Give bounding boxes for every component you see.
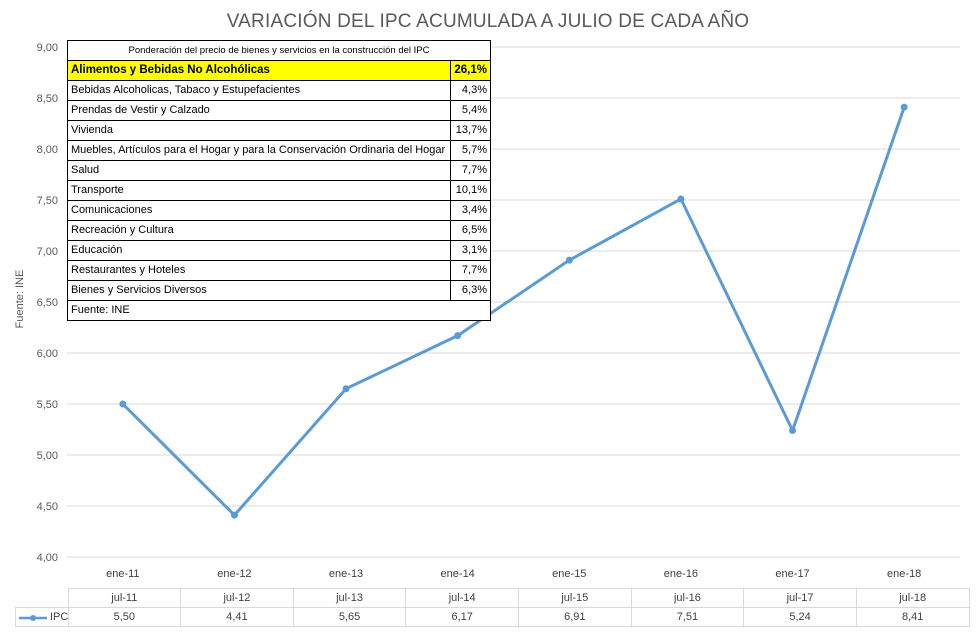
- x-tick-label: ene-16: [664, 568, 698, 580]
- x-tick-label: ene-13: [329, 568, 363, 580]
- weights-percentage: 26,1%: [450, 60, 491, 81]
- weights-percentage: 10,1%: [450, 180, 491, 201]
- weights-category: Restaurantes y Hoteles: [67, 260, 451, 281]
- weights-row: Recreación y Cultura 6,5%: [67, 220, 491, 241]
- weights-percentage: 7,7%: [450, 160, 491, 181]
- weights-percentage: 5,7%: [450, 140, 491, 161]
- weights-category: Salud: [67, 160, 451, 181]
- data-point: [342, 385, 350, 393]
- weights-row: Restaurantes y Hoteles 7,7%: [67, 260, 491, 281]
- weights-category: Alimentos y Bebidas No Alcohólicas: [67, 60, 451, 81]
- data-table-value: 6,91: [518, 607, 632, 627]
- data-table-header-row: jul-11 jul-12 jul-13 jul-14 jul-15 jul-16 jul-…: [15, 588, 970, 608]
- weights-row: Salud 7,7%: [67, 160, 491, 181]
- legend-label: IPC: [50, 611, 69, 623]
- legend-entry-ipc: IPC: [15, 607, 69, 627]
- data-table-category: jul-18: [855, 588, 970, 608]
- weights-row: Muebles, Artículos para el Hogar y para …: [67, 140, 491, 161]
- weights-percentage: 6,3%: [450, 280, 491, 301]
- data-table-value: 5,50: [67, 607, 182, 627]
- weights-category: Prendas de Vestir y Calzado: [67, 100, 451, 121]
- x-tick-label: ene-17: [775, 568, 809, 580]
- x-tick-label: ene-11: [106, 568, 139, 580]
- data-table-category: jul-14: [405, 588, 519, 608]
- x-tick-label: ene-12: [217, 568, 251, 580]
- data-point: [230, 511, 238, 519]
- data-table: jul-11 jul-12 jul-13 jul-14 jul-15 jul-16 jul-…: [15, 588, 970, 627]
- data-point: [565, 256, 573, 264]
- gridlines: [67, 46, 960, 558]
- weights-category: Comunicaciones: [67, 200, 451, 221]
- data-point: [789, 427, 797, 435]
- weights-row: Comunicaciones 3,4%: [67, 200, 491, 221]
- data-table-category: jul-16: [630, 588, 745, 608]
- data-table-value: 5,65: [292, 607, 407, 627]
- weights-percentage: 3,4%: [450, 200, 491, 221]
- y-axis-label: Fuente: INE: [14, 269, 26, 329]
- weights-caption: Ponderación del precio de bienes y servi…: [67, 40, 491, 61]
- x-axis-ticks: ene-11 ene-12 ene-13 ene-14 ene-15 ene-16 ene-…: [106, 568, 921, 580]
- y-tick-label: 5,00: [37, 450, 58, 462]
- data-table-category: jul-11: [67, 588, 182, 608]
- weights-category: Recreación y Cultura: [67, 220, 451, 241]
- y-axis-ticks: 9,00 8,50 8,00 7,50 7,00 6,50 6,00 5,50 5,00 4,50…: [37, 42, 58, 564]
- chart-title: VARIACIÓN DEL IPC ACUMULADA A JULIO DE C…: [226, 11, 750, 32]
- weights-footer-row: Fuente: INE: [67, 300, 491, 321]
- weights-footer: Fuente: INE: [67, 300, 491, 321]
- weights-row: Bienes y Servicios Diversos 6,3%: [67, 280, 491, 301]
- data-point: [454, 332, 462, 340]
- weights-percentage: 7,7%: [450, 260, 491, 281]
- y-tick-label: 7,00: [37, 246, 58, 258]
- x-tick-label: ene-18: [887, 568, 921, 580]
- data-table-value: 7,51: [630, 607, 745, 627]
- data-point: [677, 195, 685, 203]
- data-table-category: jul-17: [743, 588, 857, 608]
- y-tick-label: 8,00: [37, 144, 58, 156]
- weights-category: Bebidas Alcoholicas, Tabaco y Estupefaci…: [67, 80, 451, 101]
- y-tick-label: 4,50: [37, 501, 58, 513]
- weights-row: Transporte 10,1%: [67, 180, 491, 201]
- data-table-value: 8,41: [855, 607, 970, 627]
- data-table-value-row: IPC 5,50 4,41 5,65 6,17 6,91 7,51 5,24 8,41: [15, 607, 970, 627]
- series-ipc: [119, 103, 908, 519]
- data-table-category: jul-13: [292, 588, 407, 608]
- y-tick-label: 5,50: [37, 399, 58, 411]
- data-point: [119, 400, 127, 408]
- weights-row: Prendas de Vestir y Calzado 5,4%: [67, 100, 491, 121]
- data-table-value: 5,24: [743, 607, 857, 627]
- weights-caption-row: Ponderación del precio de bienes y servi…: [67, 40, 491, 61]
- x-tick-label: ene-15: [552, 568, 586, 580]
- data-table-value: 6,17: [405, 607, 519, 627]
- y-tick-label: 4,00: [37, 552, 58, 564]
- y-tick-label: 6,00: [37, 348, 58, 360]
- data-point: [900, 103, 908, 111]
- y-tick-label: 7,50: [37, 195, 58, 207]
- weights-percentage: 3,1%: [450, 240, 491, 261]
- data-table-corner: [15, 588, 69, 608]
- weights-category: Transporte: [67, 180, 451, 201]
- weights-row: Vivienda 13,7%: [67, 120, 491, 141]
- weights-category: Educación: [67, 240, 451, 261]
- weights-percentage: 4,3%: [450, 80, 491, 101]
- weights-row: Bebidas Alcoholicas, Tabaco y Estupefaci…: [67, 80, 491, 101]
- series-line-ipc: [121, 106, 906, 517]
- x-tick-label: ene-14: [441, 568, 475, 580]
- weights-category: Bienes y Servicios Diversos: [67, 280, 451, 301]
- weights-percentage: 13,7%: [450, 120, 491, 141]
- weights-percentage: 5,4%: [450, 100, 491, 121]
- y-tick-label: 9,00: [37, 42, 58, 54]
- weights-row: Educación 3,1%: [67, 240, 491, 261]
- weights-table: Ponderación del precio de bienes y servi…: [67, 40, 491, 321]
- y-tick-label: 6,50: [37, 297, 58, 309]
- weights-row: Alimentos y Bebidas No Alcohólicas 26,1%: [67, 60, 491, 81]
- weights-category: Vivienda: [67, 120, 451, 141]
- weights-percentage: 6,5%: [450, 220, 491, 241]
- data-table-value: 4,41: [180, 607, 294, 627]
- weights-category: Muebles, Artículos para el Hogar y para …: [67, 140, 451, 161]
- data-table-category: jul-12: [180, 588, 294, 608]
- y-tick-label: 8,50: [37, 93, 58, 105]
- legend-line-marker: [19, 615, 47, 621]
- data-table-category: jul-15: [518, 588, 632, 608]
